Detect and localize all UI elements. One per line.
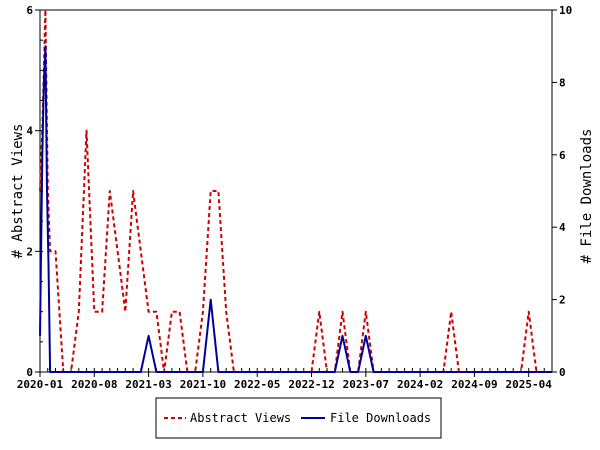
x-axis: 2020-01 2020-08 2021-03 2021-10 2022-05 2022-… bbox=[17, 372, 552, 391]
series-line-abstract-views bbox=[39, 9, 552, 373]
x-tick-label: 2021-03 bbox=[125, 378, 171, 391]
legend-box bbox=[155, 397, 442, 439]
legend: Abstract Views File Downloads bbox=[155, 397, 442, 439]
y-left-tick-label: 6 bbox=[26, 4, 33, 17]
x-tick-label: 2021-10 bbox=[180, 378, 226, 391]
y-right-tick-label: 4 bbox=[559, 221, 566, 234]
x-tick-label: 2020-01 bbox=[17, 378, 64, 391]
x-tick-label: 2022-12 bbox=[288, 378, 334, 391]
right-axis: 0 2 4 6 8 10 bbox=[552, 4, 572, 379]
plot-frame bbox=[39, 9, 553, 373]
x-tick-label: 2023-07 bbox=[343, 378, 389, 391]
legend-label-file-downloads: File Downloads bbox=[330, 411, 431, 425]
x-tick-label: 2024-02 bbox=[397, 378, 443, 391]
x-tick-label: 2020-08 bbox=[71, 378, 117, 391]
y-axis-right-title: # File Downloads bbox=[579, 129, 595, 264]
series-line-file-downloads bbox=[39, 45, 552, 373]
y-right-tick-label: 8 bbox=[559, 76, 566, 89]
x-tick-label: 2022-05 bbox=[234, 378, 280, 391]
y-right-tick-label: 10 bbox=[559, 4, 572, 17]
y-right-tick-label: 2 bbox=[559, 294, 566, 307]
series-layer bbox=[39, 9, 552, 373]
left-axis: 0 2 4 6 bbox=[26, 4, 43, 379]
x-tick-label: 2025-04 bbox=[506, 378, 553, 391]
y-right-tick-label: 6 bbox=[559, 149, 566, 162]
x-tick-label: 2024-09 bbox=[451, 378, 497, 391]
y-left-tick-label: 4 bbox=[26, 125, 33, 138]
y-left-tick-label: 2 bbox=[26, 245, 33, 258]
y-right-tick-label: 0 bbox=[559, 366, 566, 379]
y-axis-left-title: # Abstract Views bbox=[10, 124, 26, 259]
legend-label-abstract-views: Abstract Views bbox=[190, 411, 291, 425]
y-left-tick-label: 0 bbox=[26, 366, 33, 379]
